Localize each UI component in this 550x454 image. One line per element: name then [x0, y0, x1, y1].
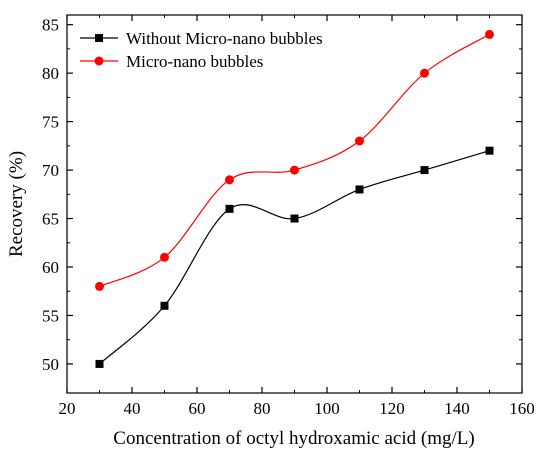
y-tick-label: 60: [42, 258, 59, 277]
y-tick-label: 55: [42, 306, 59, 325]
data-point: [485, 29, 494, 39]
axis-ticks: 20 40 60 80 100 120 140 160 50 55 60 65 70 75 80 85: [42, 15, 535, 418]
data-point: [290, 214, 299, 223]
data-point: [485, 146, 494, 155]
legend-label-series-1: Without Micro-nano bubbles: [126, 29, 323, 48]
legend-marker-series-1: [95, 34, 103, 42]
data-point: [95, 359, 104, 368]
x-tick-label: 40: [124, 399, 141, 418]
x-tick-label: 80: [254, 399, 271, 418]
x-axis-label: Concentration of octyl hydroxamic acid (…: [113, 428, 474, 449]
data-point: [160, 252, 169, 262]
data-point: [355, 185, 364, 194]
x-tick-label: 20: [59, 399, 76, 418]
x-tick-label: 160: [509, 399, 535, 418]
series-line-2: [99, 33, 490, 287]
data-point: [225, 204, 234, 213]
y-tick-label: 65: [42, 210, 59, 229]
y-tick-label: 75: [42, 113, 59, 132]
x-tick-label: 120: [379, 399, 405, 418]
legend: Without Micro-nano bubbles Micro-nano bu…: [80, 29, 323, 71]
y-tick-label: 70: [42, 161, 59, 180]
data-point: [355, 136, 364, 146]
x-tick-label: 140: [444, 399, 470, 418]
data-point: [420, 68, 429, 78]
x-tick-label: 60: [189, 399, 206, 418]
data-point: [225, 175, 234, 185]
legend-marker-series-2: [94, 56, 104, 66]
y-tick-label: 85: [42, 16, 59, 35]
plot-frame: [66, 14, 523, 394]
data-point: [420, 166, 429, 175]
data-point: [95, 281, 104, 291]
y-tick-label: 80: [42, 64, 59, 83]
series-layer: [95, 29, 494, 368]
series-line-1: [99, 150, 490, 365]
legend-label-series-2: Micro-nano bubbles: [126, 52, 263, 71]
y-axis-label: Recovery (%): [6, 151, 27, 257]
x-tick-label: 100: [314, 399, 340, 418]
data-point: [160, 301, 169, 310]
data-point: [290, 165, 299, 175]
y-tick-label: 50: [42, 355, 59, 374]
